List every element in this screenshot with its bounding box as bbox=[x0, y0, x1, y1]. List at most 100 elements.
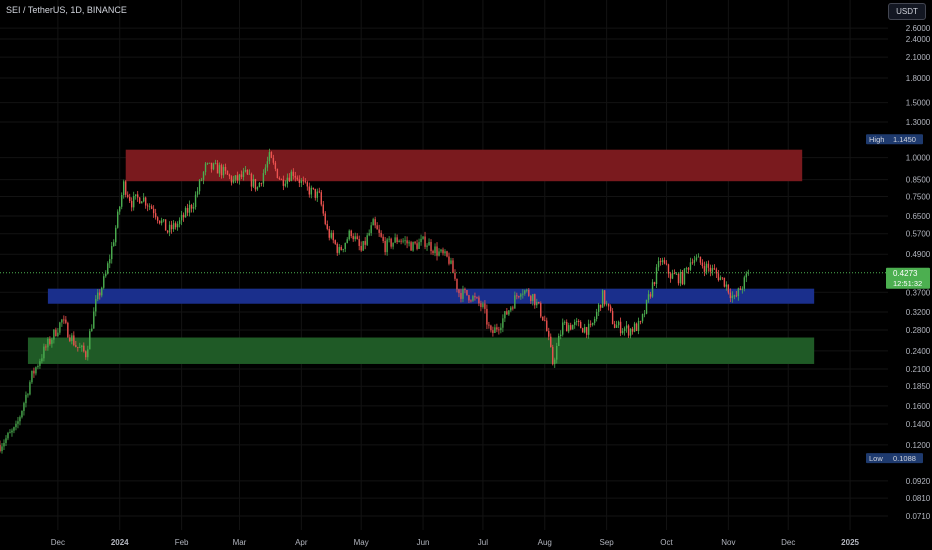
candle-body bbox=[346, 239, 348, 243]
candle-body bbox=[372, 219, 374, 226]
y-tick-label: 2.4000 bbox=[906, 35, 931, 44]
candle-body bbox=[146, 205, 149, 207]
candle-body bbox=[127, 194, 129, 197]
x-tick-label: Mar bbox=[233, 538, 247, 547]
candle-body bbox=[160, 220, 163, 224]
candle-body bbox=[176, 223, 179, 228]
low-marker-box bbox=[866, 453, 923, 464]
candle-body bbox=[528, 289, 530, 296]
candle-body bbox=[250, 173, 253, 187]
candle-body bbox=[725, 284, 728, 287]
candle-body bbox=[599, 304, 602, 308]
candle-body bbox=[71, 335, 73, 342]
candle-body bbox=[304, 181, 307, 183]
candle-body bbox=[625, 325, 628, 329]
candle-body bbox=[560, 334, 562, 337]
currency-button[interactable]: USDT bbox=[888, 3, 926, 20]
candle-body bbox=[238, 174, 241, 181]
candle-body bbox=[3, 442, 5, 447]
x-axis[interactable]: Dec 2024 Feb Mar Apr May Jun Jul Aug Sep Oct Nov Dec… bbox=[51, 538, 860, 547]
candle-body bbox=[41, 358, 43, 362]
candle-body bbox=[182, 214, 185, 218]
candle-body bbox=[274, 162, 277, 169]
candle-body bbox=[200, 179, 203, 181]
candle-body bbox=[270, 152, 273, 158]
y-tick-label: 0.6500 bbox=[906, 212, 931, 221]
candle-body bbox=[585, 327, 588, 335]
candle-body bbox=[550, 336, 552, 347]
candle-body bbox=[637, 321, 640, 331]
zones bbox=[27, 149, 815, 364]
candle-body bbox=[564, 322, 566, 323]
candle-body bbox=[597, 304, 600, 312]
candle-body bbox=[621, 331, 624, 334]
candle-body bbox=[436, 246, 438, 256]
candle-body bbox=[701, 262, 704, 267]
candle-body bbox=[242, 171, 245, 177]
candle-body bbox=[113, 242, 115, 247]
candle-body bbox=[330, 232, 332, 238]
candles bbox=[0, 148, 750, 454]
candle-body bbox=[434, 246, 436, 254]
candle-body bbox=[506, 311, 508, 315]
candle-body bbox=[13, 427, 15, 431]
candle-body bbox=[131, 200, 133, 208]
candle-body bbox=[276, 168, 279, 179]
y-tick-label: 1.8000 bbox=[906, 74, 931, 83]
candle-body bbox=[45, 346, 47, 348]
candle-body bbox=[148, 206, 151, 208]
candle-body bbox=[204, 163, 207, 173]
candle-body bbox=[514, 295, 516, 309]
candle-body bbox=[747, 272, 750, 274]
candle-body bbox=[490, 325, 492, 331]
x-tick-label: May bbox=[354, 538, 369, 547]
candle-body bbox=[745, 273, 748, 278]
candle-body bbox=[79, 347, 81, 348]
candle-body bbox=[382, 236, 384, 241]
candle-body bbox=[494, 327, 496, 334]
y-tick-label: 1.0000 bbox=[906, 154, 931, 163]
low-marker: Low 0.1088 bbox=[866, 453, 923, 464]
y-tick-label: 2.6000 bbox=[906, 24, 931, 33]
candle-body bbox=[77, 346, 79, 348]
candle-body bbox=[380, 232, 382, 237]
candle-body bbox=[256, 187, 259, 190]
candle-body bbox=[719, 277, 722, 281]
candle-body bbox=[611, 311, 614, 325]
candle-body bbox=[188, 205, 191, 213]
y-tick-label: 1.3000 bbox=[906, 118, 931, 127]
candle-body bbox=[665, 263, 668, 265]
candle-body bbox=[25, 394, 27, 404]
candle-body bbox=[166, 230, 169, 233]
candle-body bbox=[360, 245, 362, 251]
candle-body bbox=[362, 241, 364, 251]
candle-body bbox=[544, 320, 546, 322]
candle-body bbox=[478, 297, 480, 304]
candle-body bbox=[174, 223, 177, 228]
x-tick-label: Feb bbox=[175, 538, 189, 547]
candle-body bbox=[516, 295, 518, 297]
candle-body bbox=[574, 322, 576, 325]
candle-body bbox=[653, 282, 656, 284]
candle-body bbox=[741, 288, 744, 291]
candle-body bbox=[548, 331, 550, 337]
candle-body bbox=[0, 444, 1, 452]
zone-support-green bbox=[27, 337, 815, 364]
candle-body bbox=[35, 367, 37, 374]
y-axis[interactable]: 2.6000 2.4000 2.1000 1.8000 1.5000 1.3000 1.00… bbox=[906, 24, 931, 521]
candle-body bbox=[33, 370, 35, 374]
candle-body bbox=[717, 273, 720, 281]
candle-body bbox=[286, 177, 289, 184]
candle-body bbox=[508, 310, 510, 315]
candle-body bbox=[248, 173, 251, 175]
candle-body bbox=[679, 272, 682, 284]
candle-body bbox=[164, 219, 167, 231]
candle-body bbox=[190, 205, 193, 209]
x-tick-label: Aug bbox=[538, 538, 552, 547]
candle-body bbox=[111, 246, 113, 260]
high-marker: High 1.1450 bbox=[866, 134, 923, 145]
candle-body bbox=[556, 346, 558, 360]
candle-body bbox=[27, 394, 29, 396]
candle-body bbox=[532, 294, 534, 301]
